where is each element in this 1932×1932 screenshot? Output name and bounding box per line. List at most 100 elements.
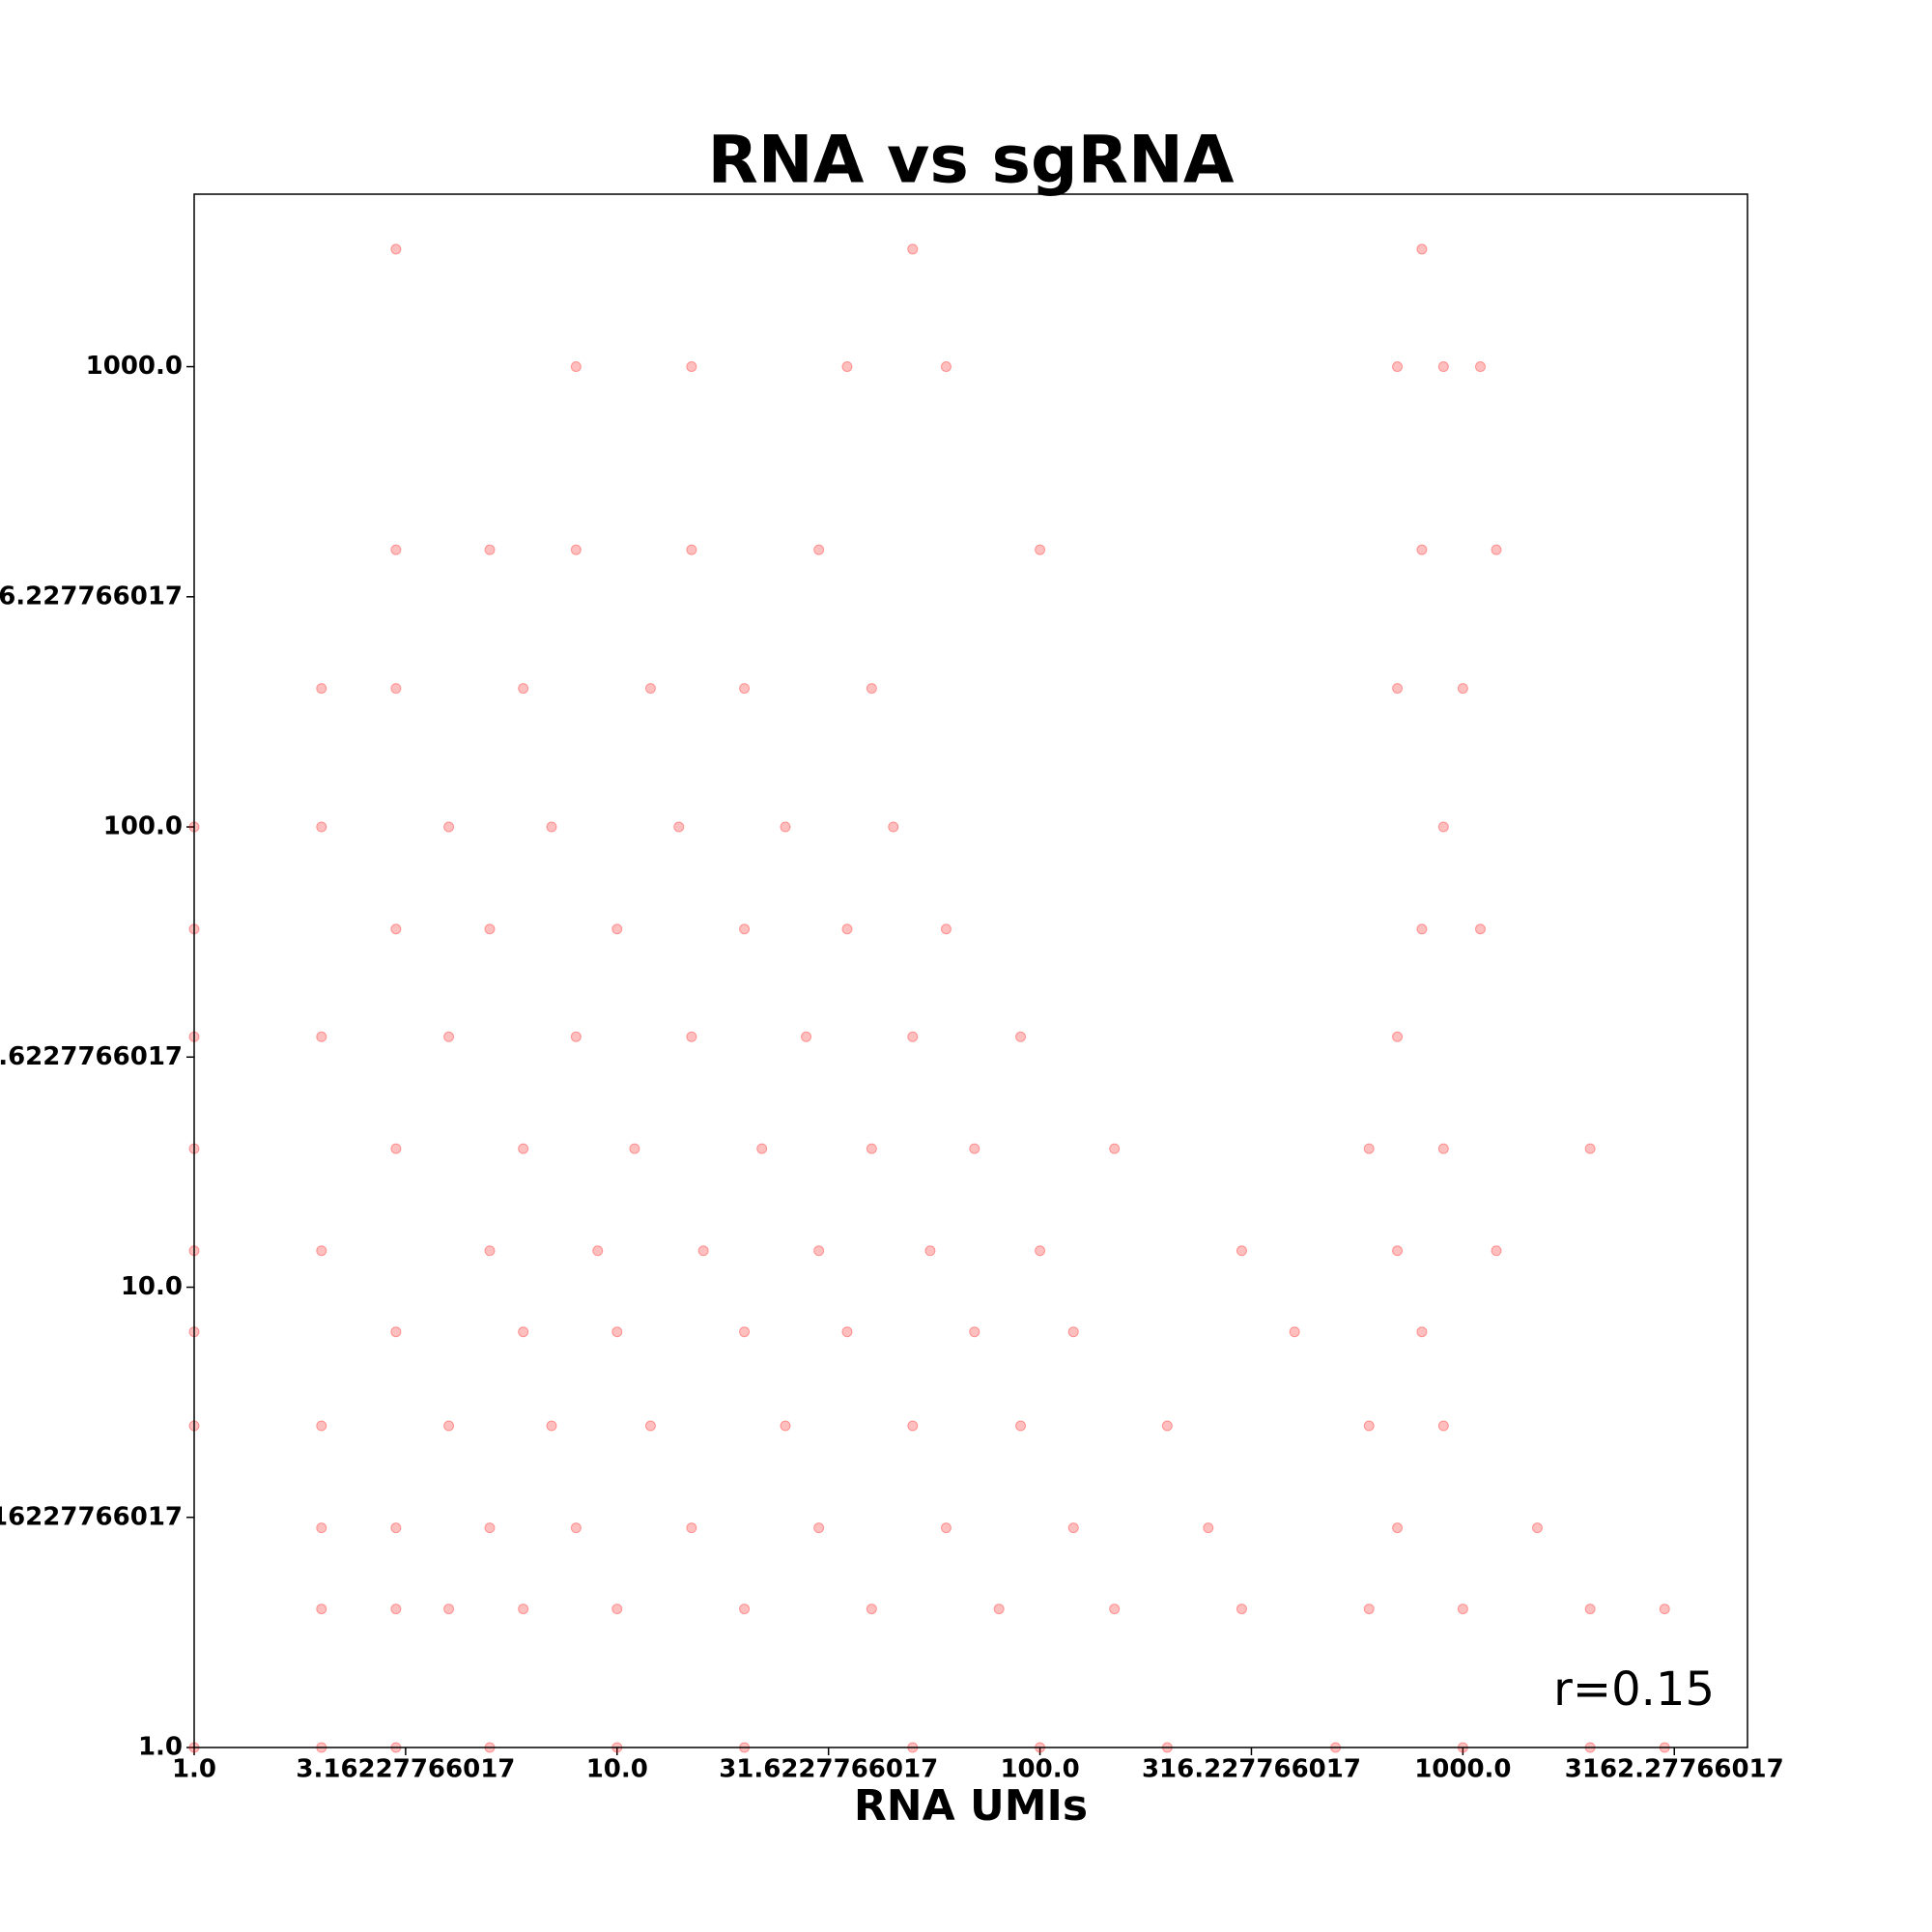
y-tick-label: 1000.0 xyxy=(86,352,183,381)
point xyxy=(801,1031,812,1042)
point xyxy=(390,1522,402,1534)
point xyxy=(1289,1326,1300,1338)
point xyxy=(940,361,952,373)
point xyxy=(611,1604,623,1615)
point xyxy=(518,683,529,695)
x-tick-label: 1000.0 xyxy=(1414,1755,1511,1784)
point xyxy=(1236,1245,1247,1257)
point xyxy=(1392,1522,1404,1534)
point xyxy=(940,1522,952,1534)
point xyxy=(443,1031,455,1042)
point xyxy=(1491,1245,1502,1257)
x-tick-label: 3.16227766017 xyxy=(296,1755,515,1784)
x-tick-label: 31.6227766017 xyxy=(719,1755,938,1784)
point xyxy=(1161,1420,1173,1432)
point xyxy=(907,243,919,255)
point xyxy=(1416,1326,1428,1338)
point xyxy=(518,1143,529,1154)
point xyxy=(1416,544,1428,555)
point xyxy=(993,1604,1005,1615)
point xyxy=(1067,1326,1079,1338)
y-tick-label: 100.0 xyxy=(103,812,183,841)
point xyxy=(592,1245,604,1257)
point xyxy=(390,1604,402,1615)
x-tick-label: 10.0 xyxy=(586,1755,648,1784)
point xyxy=(888,821,899,833)
point xyxy=(841,361,853,373)
point xyxy=(316,1522,327,1534)
point xyxy=(1015,1420,1027,1432)
plot-frame xyxy=(193,193,1748,1748)
point xyxy=(1363,1604,1375,1615)
point xyxy=(390,923,402,935)
point xyxy=(686,544,697,555)
point xyxy=(813,1522,825,1534)
point xyxy=(316,1031,327,1042)
x-tick-label: 100.0 xyxy=(1000,1755,1079,1784)
point xyxy=(570,1522,582,1534)
point xyxy=(969,1143,980,1154)
point xyxy=(390,683,402,695)
y-tick-label: 10.0 xyxy=(121,1272,183,1301)
point xyxy=(1035,544,1046,555)
point xyxy=(570,361,582,373)
annotation: r=0.15 xyxy=(1553,1662,1715,1717)
point xyxy=(518,1604,529,1615)
point xyxy=(1392,361,1404,373)
point xyxy=(739,1326,751,1338)
point xyxy=(1035,1245,1046,1257)
point xyxy=(907,1420,919,1432)
point xyxy=(1457,1604,1468,1615)
point xyxy=(841,923,853,935)
point xyxy=(316,821,327,833)
y-tick-label: 1.0 xyxy=(138,1733,183,1762)
point xyxy=(739,683,751,695)
point xyxy=(518,1326,529,1338)
point xyxy=(1392,1031,1404,1042)
point xyxy=(924,1245,936,1257)
point xyxy=(866,683,877,695)
point xyxy=(644,1420,656,1432)
point xyxy=(1363,1143,1375,1154)
point xyxy=(813,544,825,555)
point xyxy=(611,1326,623,1338)
point xyxy=(570,544,582,555)
point xyxy=(866,1604,877,1615)
point xyxy=(611,923,623,935)
point xyxy=(1437,821,1449,833)
point xyxy=(1203,1522,1214,1534)
point xyxy=(686,1031,697,1042)
point xyxy=(697,1245,709,1257)
chart-title: RNA vs sgRNA xyxy=(707,123,1234,199)
point xyxy=(1584,1604,1596,1615)
point xyxy=(1109,1143,1121,1154)
point xyxy=(546,1420,557,1432)
point xyxy=(484,1245,496,1257)
point xyxy=(940,923,952,935)
point xyxy=(484,544,496,555)
point xyxy=(1392,1245,1404,1257)
point xyxy=(570,1031,582,1042)
point xyxy=(644,683,656,695)
point xyxy=(673,821,685,833)
y-tick-label: 316.227766017 xyxy=(0,582,183,611)
point xyxy=(1584,1143,1596,1154)
y-tick-label: 31.6227766017 xyxy=(0,1042,183,1071)
point xyxy=(1457,683,1468,695)
point xyxy=(443,821,455,833)
point xyxy=(546,821,557,833)
point xyxy=(780,821,791,833)
point xyxy=(316,683,327,695)
x-axis-label: RNA UMIs xyxy=(854,1781,1088,1831)
y-tick-label: 3.16227766017 xyxy=(0,1502,183,1531)
point xyxy=(1659,1604,1670,1615)
point xyxy=(1531,1522,1543,1534)
point xyxy=(316,1420,327,1432)
point xyxy=(443,1604,455,1615)
point xyxy=(484,923,496,935)
point xyxy=(866,1143,877,1154)
point xyxy=(1067,1522,1079,1534)
point xyxy=(390,544,402,555)
point xyxy=(841,1326,853,1338)
